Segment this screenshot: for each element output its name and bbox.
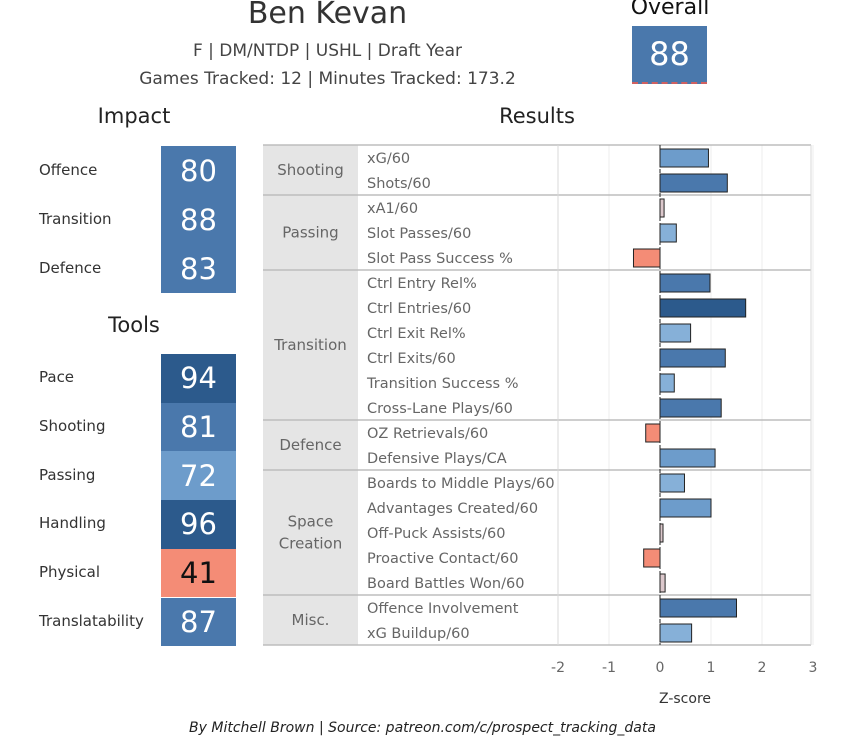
tools-label-shooting: Shooting <box>39 417 106 436</box>
x-tick-label: 0 <box>656 660 665 676</box>
metric-label: Boards to Middle Plays/60 <box>367 476 555 492</box>
group-cell-3 <box>263 420 358 470</box>
metric-label: Ctrl Entry Rel% <box>367 276 477 292</box>
tools-rating-physical: 41 <box>161 548 236 598</box>
tools-label-passing: Passing <box>39 465 96 484</box>
metric-label: Offence Involvement <box>367 601 519 617</box>
impact-rating-transition: 88 <box>161 195 236 244</box>
group-cell-1 <box>263 195 358 270</box>
bar <box>659 498 712 518</box>
group-label: Creation <box>279 535 342 553</box>
group-label: Shooting <box>277 161 343 179</box>
impact-label-offence: Offence <box>39 160 98 179</box>
tools-rating-handling: 96 <box>161 500 236 549</box>
group-cell-0 <box>263 145 358 195</box>
group-label: Misc. <box>292 611 330 629</box>
x-tick-label: 3 <box>809 660 818 676</box>
bar <box>645 423 661 443</box>
group-label: Passing <box>282 224 338 242</box>
bar <box>659 398 722 418</box>
bar <box>632 248 661 268</box>
metric-label: Ctrl Exit Rel% <box>367 326 466 342</box>
metric-label: xA1/60 <box>367 201 418 217</box>
metric-label: Shots/60 <box>367 176 431 192</box>
group-label: Space <box>288 513 334 531</box>
metric-label: Ctrl Exits/60 <box>367 351 456 367</box>
metric-label: Ctrl Entries/60 <box>367 301 471 317</box>
tools-rating-translatability: 87 <box>161 597 236 647</box>
bar <box>659 198 665 218</box>
metric-label: Slot Passes/60 <box>367 226 471 242</box>
results-title: Results <box>499 104 575 128</box>
bar <box>659 598 737 618</box>
bar <box>659 323 692 343</box>
bar <box>659 348 726 368</box>
bar <box>659 573 666 593</box>
x-tick-label: 1 <box>707 660 716 676</box>
bar <box>659 448 716 468</box>
bar <box>659 148 709 168</box>
impact-label-defence: Defence <box>39 258 102 277</box>
tracked-summary: Games Tracked: 12 | Minutes Tracked: 173… <box>139 69 516 89</box>
metric-label: OZ Retrievals/60 <box>367 426 488 442</box>
metric-label: Advantages Created/60 <box>367 501 538 517</box>
x-axis-label: Z-score <box>659 691 711 707</box>
tools-rating-shooting: 81 <box>161 402 236 452</box>
metric-label: Defensive Plays/CA <box>367 451 507 467</box>
group-cell-2 <box>263 270 358 420</box>
bar <box>659 173 728 193</box>
bar <box>659 223 677 243</box>
bar <box>659 623 693 643</box>
group-cell-4 <box>263 470 358 595</box>
bar <box>659 273 711 293</box>
metric-label: Board Battles Won/60 <box>367 576 524 592</box>
tools-label-physical: Physical <box>39 563 101 582</box>
group-label: Transition <box>273 336 347 354</box>
bar <box>659 298 747 318</box>
metric-label: Transition Success % <box>366 376 519 392</box>
bar <box>659 473 685 493</box>
impact-rating-offence: 80 <box>161 146 236 195</box>
overall-label: Overall <box>630 0 710 20</box>
footer-credit: By Mitchell Brown | Source: patreon.com/… <box>189 720 656 736</box>
tools-rating-pace: 94 <box>161 354 236 403</box>
tools-rating-passing: 72 <box>161 451 236 501</box>
player-subtitle: F | DM/NTDP | USHL | Draft Year <box>192 41 463 61</box>
group-label: Defence <box>279 436 341 454</box>
x-tick-label: 2 <box>758 660 767 676</box>
player-name: Ben Kevan <box>247 0 408 31</box>
metric-label: Cross-Lane Plays/60 <box>367 401 513 417</box>
overall-rating-box: 88 <box>632 26 707 84</box>
bar <box>659 373 675 393</box>
group-cell-5 <box>263 595 358 645</box>
metric-label: xG/60 <box>367 151 410 167</box>
metric-label: Proactive Contact/60 <box>367 551 518 567</box>
metric-label: Off-Puck Assists/60 <box>367 526 505 542</box>
metric-label: xG Buildup/60 <box>367 626 470 642</box>
tools-label-handling: Handling <box>39 514 106 533</box>
tools-label-translatability: Translatability <box>39 611 144 630</box>
impact-rating-defence: 83 <box>161 244 236 293</box>
impact-label-transition: Transition <box>39 209 112 228</box>
bar <box>643 548 661 568</box>
tools-label-pace: Pace <box>39 368 75 387</box>
impact-title: Impact <box>97 104 171 128</box>
x-tick-label: -2 <box>551 660 565 676</box>
tools-title: Tools <box>108 313 160 337</box>
metric-label: Slot Pass Success % <box>367 251 513 267</box>
x-tick-label: -1 <box>602 660 616 676</box>
